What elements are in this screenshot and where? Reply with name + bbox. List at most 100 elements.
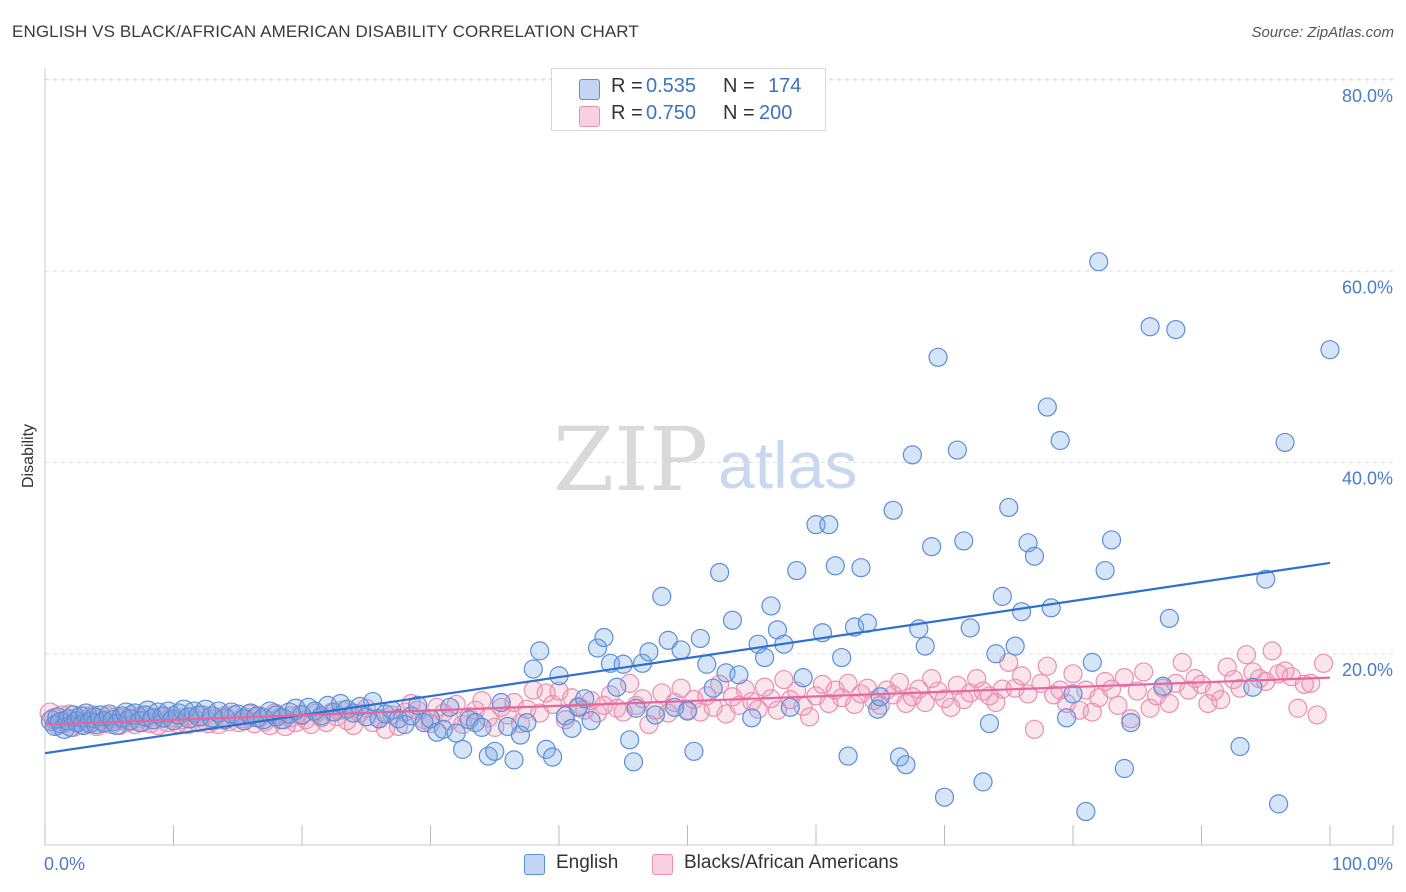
english-point: [819, 515, 839, 535]
black-point: [967, 669, 987, 689]
black-point: [838, 673, 858, 693]
black-point: [754, 677, 775, 697]
english-point: [761, 596, 781, 616]
english-point: [787, 560, 807, 581]
black-point: [922, 669, 942, 689]
english-point: [1268, 794, 1289, 814]
english-point: [1056, 708, 1077, 728]
black-point: [1011, 666, 1032, 686]
english-point: [1095, 560, 1115, 581]
watermark-zip: ZIP: [553, 408, 708, 511]
english-point: [562, 718, 582, 738]
legend-n-value: 200: [759, 102, 793, 124]
english-swatch: [579, 79, 600, 100]
english-point: [587, 638, 608, 658]
english-point: [1024, 546, 1045, 566]
x-tick-label: 0.0%: [44, 854, 85, 874]
english-point: [1011, 602, 1032, 622]
english-point: [922, 537, 942, 557]
english-point: [928, 347, 948, 367]
legend-r-value: 0.750: [646, 102, 697, 124]
english-point: [992, 586, 1012, 606]
english-point: [1121, 712, 1141, 733]
english-point: [697, 654, 717, 674]
english-point: [690, 628, 710, 649]
english-point: [999, 497, 1019, 518]
y-tick-label: 80.0%: [1342, 86, 1393, 106]
english-trend-line: [44, 561, 1331, 755]
english-point: [1166, 319, 1186, 340]
black-point: [1211, 690, 1231, 710]
english-point: [947, 440, 967, 460]
tick-labels: 20.0% 40.0% 60.0% 80.0% 0.0% 100.0% Disability: [20, 86, 1393, 874]
english-point: [652, 586, 672, 606]
black-point: [774, 669, 794, 690]
english-point: [915, 636, 935, 656]
english-point: [1082, 652, 1102, 672]
english-point: [581, 711, 601, 731]
english-point: [1089, 252, 1109, 272]
english-point: [1230, 736, 1250, 757]
y-tick-label: 60.0%: [1342, 277, 1393, 297]
black-point: [1262, 641, 1282, 661]
black-point: [620, 673, 640, 693]
english-point: [510, 725, 531, 745]
english-point: [1041, 598, 1061, 618]
legend-r-value: 0.535: [646, 75, 697, 97]
english-point: [838, 746, 858, 766]
black-point: [1037, 656, 1057, 676]
x-tick-label: 100.0%: [1332, 854, 1393, 874]
english-point: [722, 610, 743, 630]
english-point: [472, 717, 492, 737]
black-point: [1024, 719, 1045, 739]
black-point: [915, 692, 935, 713]
black-swatch: [652, 854, 673, 875]
black-swatch: [579, 106, 600, 127]
english-point: [710, 562, 730, 583]
english-point: [832, 647, 852, 668]
english-point: [658, 630, 678, 650]
english-point: [742, 708, 762, 728]
english-point: [684, 741, 704, 761]
english-point: [453, 739, 473, 759]
english-point: [645, 705, 665, 725]
english-point: [575, 689, 595, 709]
english-point: [433, 719, 453, 739]
black-point: [1114, 668, 1135, 688]
english-point: [1005, 636, 1025, 656]
english-point: [607, 677, 627, 697]
english-point: [1063, 684, 1083, 704]
english-point: [1256, 569, 1276, 589]
english-point: [523, 659, 543, 679]
english-point: [536, 739, 556, 759]
black-point: [1313, 653, 1334, 673]
legend-r-label: R =: [611, 102, 643, 124]
english-point: [934, 787, 955, 807]
english-point: [1101, 530, 1122, 550]
english-series: [40, 252, 1340, 822]
english-point: [620, 730, 640, 750]
english-point: [613, 654, 633, 674]
english-point: [729, 665, 749, 685]
y-tick-label: 20.0%: [1342, 660, 1393, 680]
legend-n-value: 174: [768, 75, 802, 97]
legend: R = 0.535 N = 174 R = 0.750 N = 200: [551, 68, 826, 131]
black-point: [671, 678, 691, 698]
black-point: [889, 672, 910, 693]
english-point: [902, 445, 922, 465]
black-point: [639, 714, 659, 735]
black-point: [1159, 693, 1179, 714]
legend-n-label: N =: [723, 75, 755, 97]
english-point: [1153, 676, 1173, 696]
english-point: [1275, 432, 1295, 453]
y-tick-label: 40.0%: [1342, 469, 1393, 489]
zipatlas-watermark: ZIP atlas: [553, 408, 857, 511]
english-point: [1076, 801, 1096, 822]
y-axis-title: Disability: [20, 424, 37, 488]
english-point: [594, 627, 614, 648]
english-point: [639, 642, 659, 662]
legend-row-english: R = 0.535 N = 174: [552, 74, 825, 100]
black-point: [1307, 705, 1327, 725]
watermark-atlas: atlas: [718, 428, 857, 502]
